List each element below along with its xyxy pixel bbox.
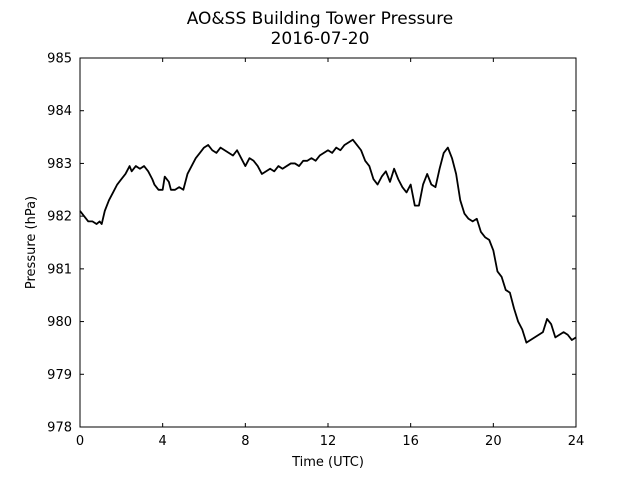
x-tick-label: 20 [485, 434, 502, 449]
x-tick-label: 24 [568, 434, 585, 449]
x-tick-label: 12 [320, 434, 337, 449]
y-tick-label: 982 [47, 210, 72, 225]
plot-area: 0 4 8 12 16 20 24 978 979 980 981 982 983 984 985 [47, 52, 584, 450]
x-tick-label: 16 [402, 434, 419, 449]
y-axis-label: Pressure (hPa) [24, 196, 39, 289]
x-tick-label: 4 [159, 434, 167, 449]
y-tick-label: 983 [47, 157, 72, 172]
y-tick-label: 985 [47, 52, 72, 67]
y-tick-label: 984 [47, 104, 72, 119]
y-tick-label: 980 [47, 315, 72, 330]
y-tick-label: 981 [47, 262, 72, 277]
tick-labels: 0 4 8 12 16 20 24 978 979 980 981 982 983 984 985 [47, 52, 584, 450]
x-axis-label: Time (UTC) [291, 455, 364, 470]
chart-subtitle: 2016-07-20 [271, 29, 370, 49]
x-tick-label: 8 [241, 434, 249, 449]
x-tick-label: 0 [76, 434, 84, 449]
series-layer [79, 138, 577, 344]
axis-ticks [79, 57, 577, 428]
chart-title: AO&SS Building Tower Pressure [187, 9, 454, 29]
pressure-series-line [79, 138, 577, 344]
plot-frame [79, 57, 577, 428]
y-tick-label: 978 [47, 421, 72, 436]
y-tick-label: 979 [47, 368, 72, 383]
